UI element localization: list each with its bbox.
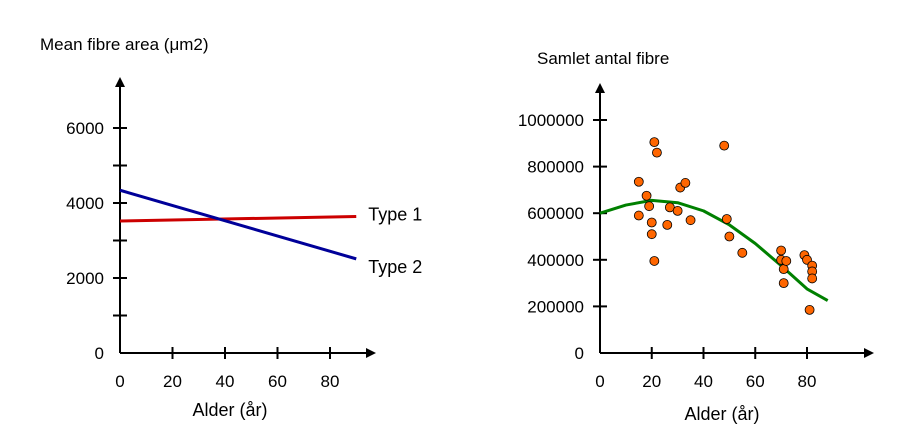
left-x-tick-label: 40 [216, 372, 235, 391]
right-x-tick-label: 20 [642, 372, 661, 391]
left-series-line-1 [119, 215, 357, 223]
scatter-point [807, 273, 818, 284]
left-y-axis-arrow [115, 77, 125, 87]
scatter-point [633, 176, 644, 187]
right-y-tick-label: 200000 [527, 297, 584, 316]
right-y-tick-label: 400000 [527, 251, 584, 270]
right-chart-title: Samlet antal fibre [537, 49, 669, 68]
right-y-tick-label: 1000000 [518, 111, 584, 130]
scatter-point [672, 205, 683, 216]
left-series-label-1: Type 1 [368, 205, 422, 225]
scatter-point [646, 217, 657, 228]
scatter-point [649, 137, 660, 148]
scatter-point [804, 304, 815, 315]
left-x-tick-label: 80 [321, 372, 340, 391]
scatter-point [719, 140, 730, 151]
right-x-tick-label: 80 [798, 372, 817, 391]
left-x-tick-label: 20 [163, 372, 182, 391]
right-x-tick-label: 0 [595, 372, 604, 391]
left-x-axis-arrow [366, 348, 376, 358]
scatter-point [680, 178, 691, 188]
right-x-axis-title: Alder (år) [684, 404, 759, 424]
scatter-point [649, 256, 660, 266]
right-points-group [633, 137, 818, 315]
right-trend-group [599, 198, 829, 302]
left-chart: Mean fibre area (μm2) 0 20 40 60 80 0 2000 4000… [40, 35, 422, 420]
right-y-tick-label: 0 [575, 344, 584, 363]
right-chart: Samlet antal fibre 0 20 40 60 80 0 200000 40000… [518, 49, 874, 424]
scatter-point [644, 201, 655, 212]
scatter-point [737, 247, 748, 258]
scatter-point [776, 245, 787, 256]
left-x-tick-label: 60 [268, 372, 287, 391]
right-trend-curve [599, 198, 829, 302]
right-y-tick-label: 600000 [527, 204, 584, 223]
left-series-line-2 [119, 188, 357, 261]
scatter-point [685, 215, 696, 226]
left-y-tick-label: 2000 [66, 269, 104, 288]
scatter-point [781, 256, 792, 266]
scatter-point [662, 219, 673, 230]
scatter-point [778, 278, 789, 289]
right-axes: 0 20 40 60 80 0 200000 400000 600000 800000 100000… [518, 83, 874, 391]
left-y-tick-label: 0 [95, 344, 104, 363]
left-y-tick-label: 4000 [66, 194, 104, 213]
left-x-axis-title: Alder (år) [192, 400, 267, 420]
scatter-point [641, 190, 652, 201]
right-x-tick-label: 40 [694, 372, 713, 391]
right-x-axis-arrow [864, 348, 874, 358]
left-series-label-2: Type 2 [368, 257, 422, 277]
scatter-point [646, 229, 657, 240]
scatter-point [721, 214, 732, 224]
right-y-tick-label: 800000 [527, 158, 584, 177]
scatter-point [724, 231, 735, 242]
scatter-point [652, 147, 662, 158]
scatter-point [778, 264, 789, 275]
left-series-group: Type 1 Type 2 [119, 188, 422, 277]
left-x-tick-label: 0 [115, 372, 124, 391]
scatter-point [633, 210, 644, 221]
left-axes: 0 20 40 60 80 0 2000 4000 6000 [66, 77, 376, 391]
left-chart-title: Mean fibre area (μm2) [40, 35, 209, 54]
right-y-axis-arrow [595, 83, 605, 93]
right-x-tick-label: 60 [746, 372, 765, 391]
left-y-tick-label: 6000 [66, 119, 104, 138]
